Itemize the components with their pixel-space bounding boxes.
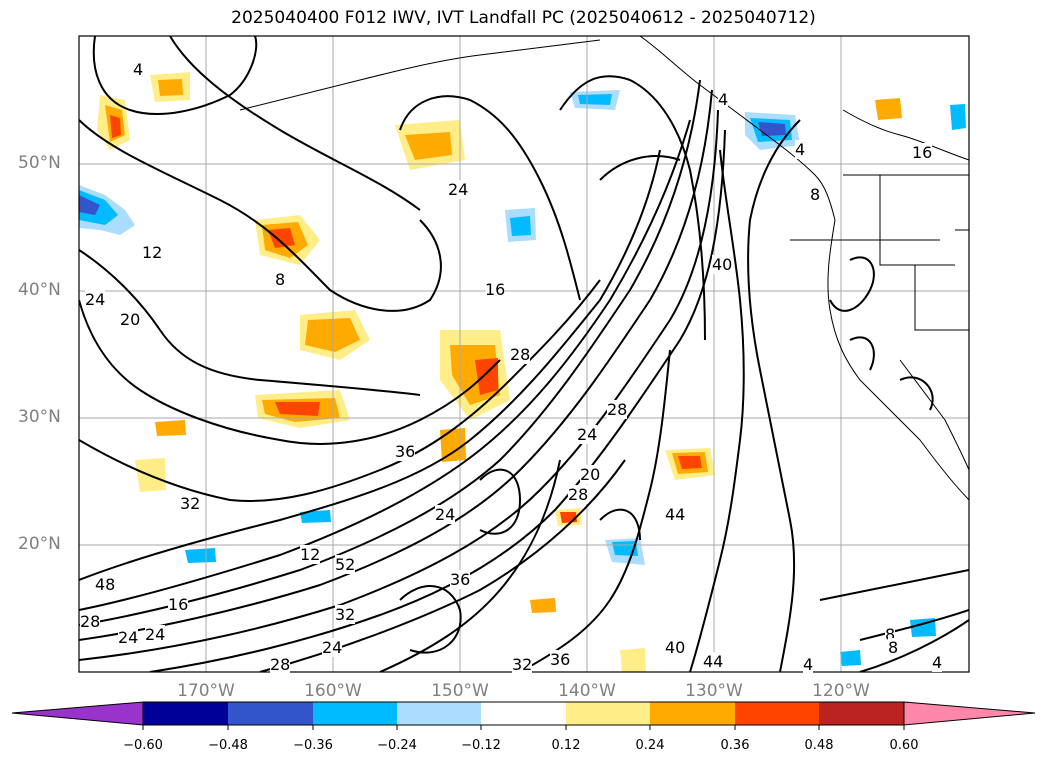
colorbar-tick: 0.36 <box>720 738 750 753</box>
lon-label-120w: 120°W <box>812 681 870 701</box>
colorbar-seg-4 <box>397 702 481 725</box>
colorbar-tick: 0.48 <box>804 738 834 753</box>
colorbar-tick: −0.24 <box>377 738 417 753</box>
colorbar-tick: −0.48 <box>208 738 248 753</box>
colorbar-seg-8 <box>735 702 819 725</box>
lon-label-140w: 140°W <box>558 681 616 701</box>
shading-layer <box>79 72 966 672</box>
colorbar-extend-left <box>11 701 144 726</box>
lon-label-170w: 170°W <box>177 681 235 701</box>
lat-label-30n: 30°N <box>18 407 61 427</box>
map-frame <box>78 35 970 673</box>
lon-label-160w: 160°W <box>304 681 362 701</box>
colorbar-seg-6 <box>566 702 650 725</box>
colorbar-tick: −0.36 <box>293 738 333 753</box>
colorbar-seg-7 <box>650 702 735 725</box>
colorbar-tick: 0.24 <box>635 738 665 753</box>
grid-lines <box>79 36 969 672</box>
colorbar-tick: −0.60 <box>123 738 163 753</box>
lat-label-40n: 40°N <box>18 280 61 300</box>
colorbar-seg-9 <box>819 702 904 725</box>
colorbar-seg-5 <box>481 702 566 725</box>
colorbar-seg-3 <box>313 702 397 725</box>
contour-lines <box>79 36 969 672</box>
colorbar <box>11 701 1036 730</box>
lat-label-20n: 20°N <box>18 534 61 554</box>
map-title: 2025040400 F012 IWV, IVT Landfall PC (20… <box>231 8 816 28</box>
colorbar-tick: 0.60 <box>889 738 919 753</box>
lon-label-130w: 130°W <box>685 681 743 701</box>
coastlines <box>239 36 969 501</box>
colorbar-tick: 0.12 <box>551 738 581 753</box>
lat-label-50n: 50°N <box>18 153 61 173</box>
lon-label-150w: 150°W <box>431 681 489 701</box>
colorbar-tick: −0.12 <box>461 738 501 753</box>
colorbar-seg-1 <box>143 702 228 725</box>
colorbar-seg-2 <box>228 702 313 725</box>
colorbar-extend-right <box>903 701 1036 726</box>
